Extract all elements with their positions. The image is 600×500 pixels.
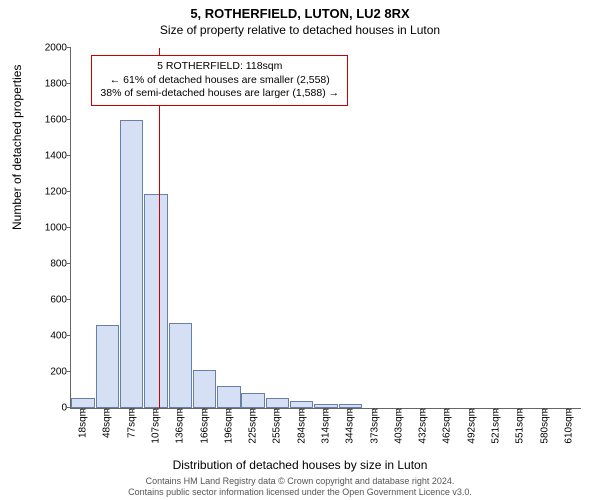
y-axis-label: Number of detached properties xyxy=(10,65,24,230)
x-tick-mark xyxy=(107,408,108,412)
x-tick-mark xyxy=(302,408,303,412)
x-tick-mark xyxy=(180,408,181,412)
y-tick-mark xyxy=(67,191,71,192)
x-tick-label: 166sqm xyxy=(199,408,210,444)
x-tick-mark xyxy=(156,408,157,412)
y-tick-label: 800 xyxy=(50,259,71,270)
annotation-line-2: ← 61% of detached houses are smaller (2,… xyxy=(100,74,339,88)
annotation-line-3: 38% of semi-detached houses are larger (… xyxy=(100,87,339,101)
x-tick-mark xyxy=(132,408,133,412)
y-tick-mark xyxy=(67,263,71,264)
x-tick-label: 462sqm xyxy=(442,408,453,444)
y-tick-label: 200 xyxy=(50,367,71,378)
x-tick-label: 196sqm xyxy=(223,408,234,444)
y-tick-mark xyxy=(67,299,71,300)
x-tick-mark xyxy=(569,408,570,412)
annotation-box: 5 ROTHERFIELD: 118sqm← 61% of detached h… xyxy=(91,55,348,106)
y-tick-mark xyxy=(67,335,71,336)
x-tick-mark xyxy=(229,408,230,412)
histogram-bar xyxy=(290,401,313,408)
x-tick-label: 432sqm xyxy=(418,408,429,444)
x-tick-mark xyxy=(545,408,546,412)
x-tick-mark xyxy=(277,408,278,412)
y-tick-label: 600 xyxy=(50,295,71,306)
x-tick-label: 373sqm xyxy=(369,408,380,444)
annotation-line-1: 5 ROTHERFIELD: 118sqm xyxy=(100,60,339,74)
footer-line-2: Contains public sector information licen… xyxy=(0,487,600,498)
x-tick-mark xyxy=(83,408,84,412)
chart-title-address: 5, ROTHERFIELD, LUTON, LU2 8RX xyxy=(0,0,600,21)
x-tick-label: 225sqm xyxy=(248,408,259,444)
x-tick-label: 48sqm xyxy=(102,408,113,438)
x-tick-label: 136sqm xyxy=(175,408,186,444)
x-tick-mark xyxy=(423,408,424,412)
x-tick-label: 255sqm xyxy=(272,408,283,444)
y-tick-mark xyxy=(67,47,71,48)
x-tick-mark xyxy=(472,408,473,412)
y-tick-label: 1400 xyxy=(45,151,71,162)
x-tick-mark xyxy=(350,408,351,412)
y-tick-label: 1600 xyxy=(45,115,71,126)
x-tick-label: 284sqm xyxy=(296,408,307,444)
x-tick-mark xyxy=(253,408,254,412)
y-tick-label: 0 xyxy=(61,403,71,414)
y-tick-label: 2000 xyxy=(45,43,71,54)
footer-line-1: Contains HM Land Registry data © Crown c… xyxy=(0,476,600,487)
x-tick-mark xyxy=(520,408,521,412)
y-tick-mark xyxy=(67,119,71,120)
histogram-bar xyxy=(144,194,167,408)
histogram-bar xyxy=(169,323,192,409)
y-tick-label: 1800 xyxy=(45,79,71,90)
x-tick-label: 314sqm xyxy=(321,408,332,444)
chart-area: 020040060080010001200140016001800200018s… xyxy=(70,48,580,408)
x-tick-mark xyxy=(375,408,376,412)
y-tick-label: 1200 xyxy=(45,187,71,198)
x-tick-label: 551sqm xyxy=(515,408,526,444)
x-tick-mark xyxy=(205,408,206,412)
x-axis-label: Distribution of detached houses by size … xyxy=(0,458,600,472)
y-tick-label: 400 xyxy=(50,331,71,342)
histogram-bar xyxy=(266,398,289,408)
x-tick-label: 77sqm xyxy=(126,408,137,438)
histogram-bar xyxy=(120,120,143,408)
x-tick-label: 18sqm xyxy=(78,408,89,438)
y-tick-mark xyxy=(67,407,71,408)
x-tick-label: 492sqm xyxy=(466,408,477,444)
x-tick-label: 580sqm xyxy=(539,408,550,444)
chart-footer: Contains HM Land Registry data © Crown c… xyxy=(0,476,600,498)
x-tick-mark xyxy=(399,408,400,412)
chart-container: 5, ROTHERFIELD, LUTON, LU2 8RX Size of p… xyxy=(0,0,600,500)
x-tick-label: 344sqm xyxy=(345,408,356,444)
chart-subtitle: Size of property relative to detached ho… xyxy=(0,21,600,37)
y-tick-mark xyxy=(67,155,71,156)
plot-region: 020040060080010001200140016001800200018s… xyxy=(70,48,581,409)
y-tick-mark xyxy=(67,371,71,372)
histogram-bar xyxy=(217,386,240,409)
x-tick-label: 521sqm xyxy=(491,408,502,444)
x-tick-mark xyxy=(326,408,327,412)
x-tick-label: 107sqm xyxy=(151,408,162,444)
x-tick-mark xyxy=(447,408,448,412)
x-tick-label: 403sqm xyxy=(393,408,404,444)
histogram-bar xyxy=(193,370,216,408)
y-tick-label: 1000 xyxy=(45,223,71,234)
histogram-bar xyxy=(241,393,264,408)
x-tick-label: 610sqm xyxy=(563,408,574,444)
y-tick-mark xyxy=(67,83,71,84)
histogram-bar xyxy=(96,325,119,408)
y-tick-mark xyxy=(67,227,71,228)
x-tick-mark xyxy=(496,408,497,412)
histogram-bar xyxy=(71,398,94,408)
